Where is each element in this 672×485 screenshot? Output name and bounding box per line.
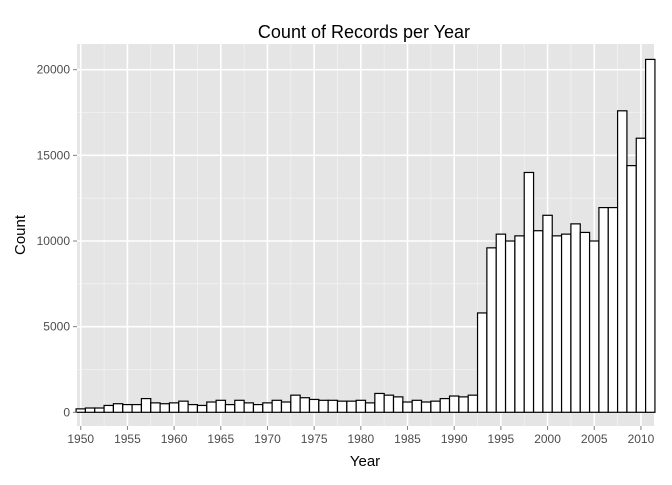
bar-1993 — [476, 312, 488, 413]
bar-1966 — [224, 403, 236, 413]
bar-1956 — [131, 403, 143, 413]
bar-2006 — [598, 206, 609, 413]
bar-1960 — [168, 402, 180, 413]
bar-1988 — [430, 400, 441, 413]
x-tick-label: 1995 — [488, 432, 515, 446]
bar-1985 — [402, 401, 413, 413]
bar-1965 — [215, 399, 227, 413]
bar-2011 — [644, 58, 656, 413]
bar-1952 — [94, 407, 105, 413]
bar-1991 — [458, 396, 469, 413]
bar-1981 — [364, 402, 376, 413]
bar-1955 — [122, 403, 133, 413]
bar-1970 — [262, 402, 273, 413]
bar-2010 — [635, 137, 647, 413]
bar-1994 — [486, 247, 497, 413]
bar-1982 — [374, 392, 385, 413]
bar-1980 — [355, 399, 367, 413]
y-tick-label: 20000 — [37, 63, 71, 77]
bar-1954 — [112, 403, 124, 413]
bar-1998 — [523, 171, 535, 413]
bar-1971 — [271, 399, 283, 413]
bar-1989 — [439, 397, 451, 413]
x-axis-title: Year — [350, 453, 380, 470]
bar-1977 — [327, 399, 339, 413]
bar-1984 — [392, 396, 404, 413]
bar-1973 — [290, 394, 301, 413]
bar-1953 — [103, 404, 115, 413]
bar-1963 — [196, 404, 208, 413]
y-tick-label: 10000 — [37, 234, 71, 248]
x-tick-label: 2010 — [628, 432, 655, 446]
x-axis: 1950 1955 1960 1965 1970 1975 1980 1985 1990 1995… — [67, 426, 655, 446]
bar-1992 — [467, 394, 479, 413]
bar-1999 — [532, 230, 544, 413]
bar-2009 — [626, 165, 637, 413]
bar-2001 — [551, 235, 563, 413]
x-tick-label: 1960 — [161, 432, 188, 446]
bar-2007 — [607, 206, 619, 413]
bar-1972 — [280, 401, 292, 413]
bar-2005 — [588, 240, 600, 413]
bar-1983 — [383, 394, 395, 413]
bar-1997 — [514, 235, 525, 413]
bar-1976 — [318, 399, 329, 413]
bar-1996 — [504, 240, 516, 413]
x-tick-label: 1975 — [301, 432, 328, 446]
bar-1978 — [336, 400, 348, 413]
bars — [75, 58, 656, 413]
bar-1958 — [150, 402, 161, 413]
bar-1975 — [308, 398, 320, 413]
x-tick-label: 1970 — [254, 432, 281, 446]
bar-1995 — [495, 233, 507, 413]
bar-1974 — [299, 397, 311, 413]
bar-1968 — [243, 402, 255, 413]
y-tick-label: 0 — [63, 405, 70, 419]
bar-2002 — [560, 233, 572, 413]
x-tick-label: 1985 — [394, 432, 421, 446]
bar-1987 — [420, 401, 432, 413]
bar-1969 — [252, 403, 264, 413]
y-tick-label: 15000 — [37, 148, 71, 162]
bar-1961 — [178, 400, 189, 413]
bar-1964 — [206, 401, 217, 413]
bar-2004 — [579, 231, 591, 413]
bar-1957 — [140, 397, 152, 413]
y-axis: 0 5000 10000 15000 20000 — [37, 63, 77, 419]
bar-2000 — [542, 214, 553, 413]
y-tick-label: 5000 — [43, 320, 70, 334]
bar-2008 — [616, 110, 628, 413]
x-tick-label: 1955 — [114, 432, 141, 446]
bar-2003 — [570, 223, 581, 413]
x-tick-label: 1990 — [441, 432, 468, 446]
bar-1962 — [187, 403, 199, 413]
x-tick-label: 2000 — [534, 432, 561, 446]
bar-1950 — [75, 408, 87, 413]
bar-1986 — [411, 399, 423, 413]
bar-1951 — [84, 407, 96, 413]
bar-1990 — [448, 395, 460, 413]
x-tick-label: 1950 — [67, 432, 94, 446]
x-tick-label: 2005 — [581, 432, 608, 446]
y-axis-title: Count — [12, 214, 29, 255]
x-tick-label: 1965 — [207, 432, 234, 446]
bar-1967 — [234, 399, 245, 413]
chart-title: Count of Records per Year — [258, 22, 470, 42]
bar-1959 — [159, 403, 171, 413]
x-tick-label: 1980 — [347, 432, 374, 446]
bar-1979 — [346, 400, 357, 413]
